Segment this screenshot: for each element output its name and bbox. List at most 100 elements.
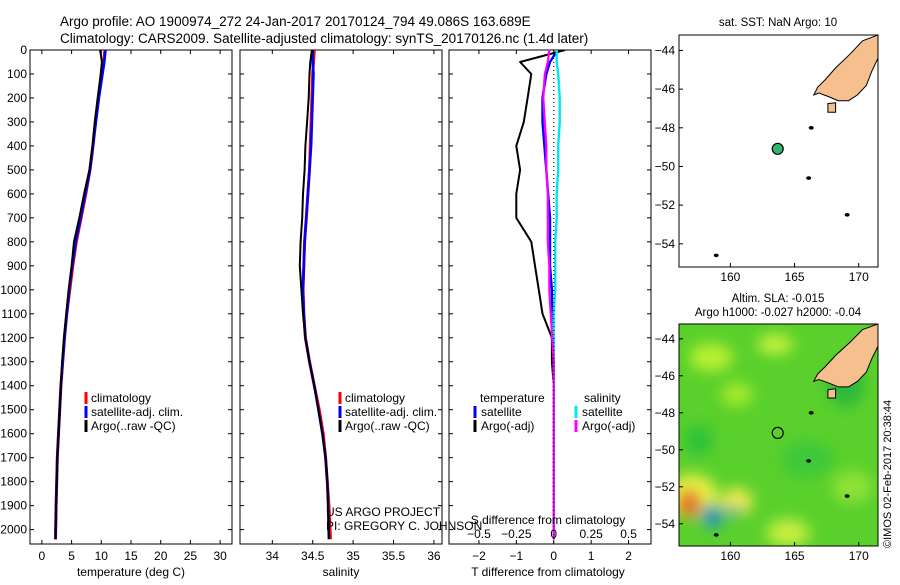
- temperature-legend: climatology satellite-adj. clim. Argo(..…: [84, 391, 183, 433]
- island: [806, 176, 812, 180]
- legend-label-t-argo: Argo(-adj): [481, 419, 534, 433]
- x-tick-label: 10: [95, 549, 109, 563]
- legend-label-satellite: satellite-adj. clim.: [91, 405, 183, 419]
- figure-title-line1: Argo profile: AO 1900974_272 24-Jan-2017…: [60, 14, 531, 29]
- argo-position-marker: [771, 142, 784, 155]
- depth-tick-label: 100: [7, 67, 27, 81]
- south-island-land: [812, 324, 878, 388]
- series-line-argo-raw-qc-: [54, 50, 103, 540]
- map-y-tick-label: −44: [655, 332, 676, 346]
- sst-map: [713, 35, 878, 258]
- depth-tick-label: 900: [7, 259, 27, 273]
- sst-map-title: sat. SST: NaN Argo: 10: [719, 17, 837, 29]
- difference-legend: temperature salinity satellite Argo(-adj…: [473, 391, 635, 433]
- series-line-satellite-adj-clim-: [54, 50, 107, 540]
- depth-tick-label: 2000: [0, 523, 27, 537]
- salinity-axis-label: salinity: [323, 565, 360, 579]
- map-y-tick-label: −46: [655, 82, 676, 96]
- island: [844, 494, 850, 498]
- map-y-tick-label: −46: [655, 369, 676, 383]
- legend-label-s-satellite: satellite: [582, 405, 623, 419]
- top-x-tick-label: 0.25: [579, 527, 603, 541]
- salinity-panel-frame: [239, 49, 443, 545]
- sla-anomaly-patch: [781, 441, 834, 478]
- x-tick-label: 15: [124, 549, 138, 563]
- depth-tick-label: 1800: [0, 475, 27, 489]
- depth-tick-label: 1000: [0, 283, 27, 297]
- depth-tick-label: 1600: [0, 427, 27, 441]
- sla-map-title: Altim. SLA: -0.015: [732, 293, 825, 305]
- island: [808, 126, 814, 130]
- argo-position-marker: [771, 426, 784, 439]
- series-line-climatology: [54, 50, 107, 540]
- stewart-island-land: [827, 388, 837, 399]
- legend-label-argo: Argo(..raw -QC): [91, 419, 176, 433]
- x-tick-label: 5: [68, 549, 75, 563]
- series-line-argo-raw-qc-: [298, 50, 330, 540]
- map-y-tick-label: −44: [655, 43, 676, 57]
- sla-anomaly-patch: [832, 470, 873, 503]
- x-tick-label: 35: [346, 549, 360, 563]
- temperature-axis-label: temperature (deg C): [77, 565, 185, 579]
- map-y-tick-label: −54: [655, 237, 676, 251]
- depth-tick-label: 1900: [0, 499, 27, 513]
- map-x-tick-label: 165: [785, 270, 805, 284]
- depth-tick-label: 500: [7, 163, 27, 177]
- series-line-t-argo-adj-: [515, 50, 566, 540]
- x-tick-label: 0: [550, 549, 557, 563]
- map-x-tick-label: 170: [849, 270, 869, 284]
- sla-anomaly-patch: [689, 343, 734, 372]
- difference-panel-frame: [448, 49, 652, 545]
- legend-label-t-satellite: satellite: [481, 405, 522, 419]
- salinity-legend: climatology satellite-adj. clim. Argo(..…: [338, 391, 437, 433]
- x-tick-label: 34: [266, 549, 280, 563]
- map-x-tick-label: 160: [720, 549, 740, 563]
- x-tick-label: 2: [625, 549, 632, 563]
- sla-anomaly-patch: [757, 334, 794, 355]
- series-line-s-argo-adj-: [542, 50, 555, 540]
- island: [713, 253, 719, 258]
- map-x-tick-label: 170: [849, 549, 869, 563]
- sla-map: [679, 324, 878, 546]
- s-difference-axis-label: S difference from climatology: [471, 513, 626, 527]
- x-tick-label: 25: [184, 549, 198, 563]
- island: [808, 411, 814, 415]
- legend-label-climatology: climatology: [91, 391, 151, 405]
- depth-tick-label: 600: [7, 187, 27, 201]
- map-x-tick-label: 160: [720, 270, 740, 284]
- legend-label-climatology: climatology: [345, 391, 405, 405]
- sla-map-frame: [678, 323, 879, 547]
- temperature-profile-lines: [54, 50, 107, 540]
- stewart-island-land: [827, 102, 837, 113]
- depth-tick-label: 700: [7, 211, 27, 225]
- map-x-tick-label: 165: [785, 549, 805, 563]
- legend-label-s-argo: Argo(-adj): [582, 419, 635, 433]
- x-tick-label: 36: [427, 549, 441, 563]
- legend-label-argo: Argo(..raw -QC): [345, 419, 430, 433]
- sla-map-subtitle: Argo h1000: -0.027 h2000: -0.04: [695, 307, 862, 319]
- depth-tick-label: 1500: [0, 403, 27, 417]
- depth-tick-label: 800: [7, 235, 27, 249]
- x-tick-label: 20: [154, 549, 168, 563]
- depth-tick-label: 1400: [0, 379, 27, 393]
- t-difference-axis-label: T difference from climatology: [471, 565, 625, 579]
- x-tick-label: −2: [472, 549, 486, 563]
- top-x-tick-label: −0.5: [467, 527, 491, 541]
- map-y-tick-label: −50: [655, 159, 676, 173]
- depth-tick-label: 1100: [1, 307, 27, 321]
- depth-tick-label: 200: [7, 91, 27, 105]
- depth-axis: 0 100 200 300 400 500 600 700 800 900 1000 1100 1200…: [0, 43, 651, 537]
- map-y-tick-label: −50: [655, 443, 676, 457]
- x-axes: 0 5 10 15 20 25 30 34 34.5 35 35.5 36 −2 −1 0 1 2 −0.5 −0.…: [39, 50, 637, 563]
- x-tick-label: 30: [213, 549, 227, 563]
- sla-anomaly-patch: [684, 424, 713, 457]
- legend-title-salinity: salinity: [584, 391, 621, 405]
- map-y-tick-label: −48: [655, 406, 676, 420]
- imos-credit: ©IMOS 02-Feb-2017 20:38:44: [882, 400, 894, 548]
- sla-anomaly-patch: [720, 382, 753, 407]
- x-tick-label: 0: [39, 549, 46, 563]
- map-y-tick-label: −52: [655, 198, 676, 212]
- sla-anomaly-patch: [766, 519, 811, 546]
